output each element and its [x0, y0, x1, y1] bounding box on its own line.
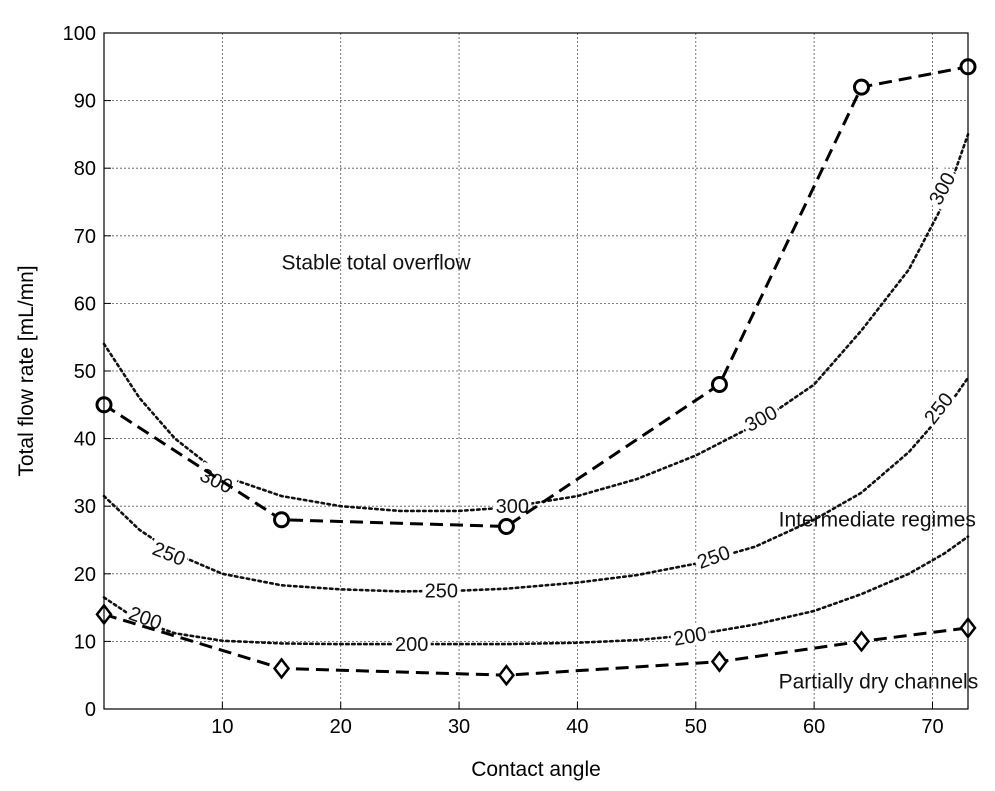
contour-label-250: 250 — [425, 581, 458, 603]
contour-label-mask — [422, 578, 461, 601]
contour-label-200: 200 — [395, 634, 428, 656]
diamond-marker — [497, 664, 515, 687]
contour-label-mask — [493, 494, 532, 517]
contour-label-mask — [124, 599, 168, 634]
y-tick-label: 10 — [74, 631, 96, 653]
circle-marker — [497, 517, 515, 535]
x-tick-label: 20 — [330, 716, 352, 738]
y-tick-label: 70 — [74, 226, 96, 248]
x-tick-label: 30 — [448, 716, 470, 738]
contour-label-300: 300 — [496, 496, 529, 518]
diamond-marker — [710, 650, 729, 673]
contour-label-mask — [147, 535, 192, 570]
contour-label-group: 250 — [422, 578, 461, 603]
circle-marker — [710, 376, 728, 394]
contour-label-group: 300 — [493, 494, 532, 518]
circle-marker — [273, 511, 291, 529]
x-tick-label: 50 — [685, 716, 707, 738]
y-tick-label: 60 — [74, 293, 96, 315]
annotation-label: Partially dry channels — [779, 671, 979, 694]
y-tick-label: 80 — [74, 158, 96, 180]
contour-label-mask — [392, 632, 431, 655]
tick-labels: 10 20 30 40 50 60 70 0 10 20 30 40 50 60 70 80 90 100 — [63, 23, 944, 738]
contour-label-mask — [738, 398, 783, 437]
x-tick-label: 40 — [566, 716, 588, 738]
contour-label-mask — [669, 620, 711, 650]
series-line-circle — [103, 65, 969, 528]
contour-label-mask — [922, 166, 960, 210]
x-tick-label: 70 — [921, 716, 943, 738]
y-tick-label: 30 — [74, 496, 96, 518]
y-tick-label: 0 — [85, 699, 96, 721]
diamond-marker — [852, 630, 871, 653]
circle-marker — [852, 78, 870, 96]
contour-line-200 — [102, 535, 970, 646]
x-tick-label: 60 — [803, 716, 825, 738]
x-axis-label: Contact angle — [471, 758, 601, 781]
y-tick-label: 90 — [74, 91, 96, 113]
y-tick-label: 100 — [63, 23, 96, 45]
y-axis-label: Total flow rate [mL/mn] — [15, 265, 38, 476]
contour-line-250 — [102, 376, 970, 593]
y-tick-label: 20 — [74, 564, 96, 586]
x-tick-label: 10 — [211, 716, 233, 738]
y-tick-label: 40 — [74, 429, 96, 451]
annotations: Stable total overflow Intermediate regime… — [282, 252, 979, 694]
contour-label-mask — [917, 385, 958, 430]
annotation-label: Intermediate regimes — [779, 508, 976, 531]
series-line-diamond — [103, 612, 969, 677]
contour-label-group: 200 — [669, 620, 711, 651]
contour-label-mask — [691, 539, 735, 573]
contour-label-group: 200 — [392, 632, 431, 656]
annotation-label: Stable total overflow — [282, 252, 472, 275]
diamond-marker — [272, 657, 291, 680]
y-tick-label: 50 — [74, 361, 96, 383]
